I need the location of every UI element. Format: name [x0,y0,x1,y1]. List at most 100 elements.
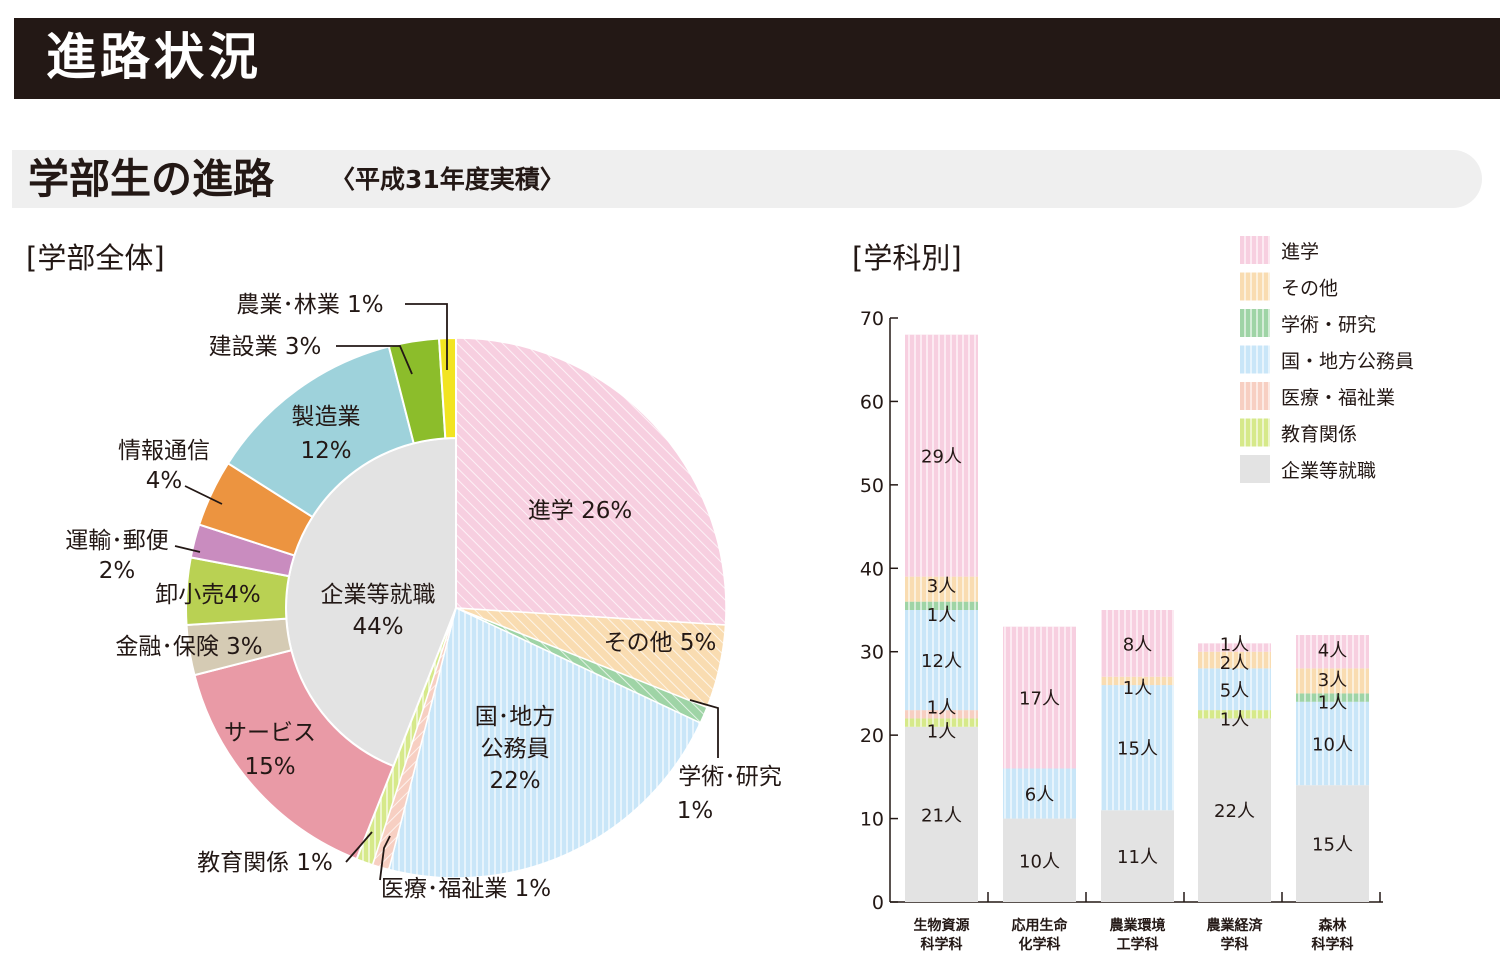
bar-segment-label: 1人 [1318,693,1347,714]
legend-label-その他: その他 [1281,278,1338,300]
bar-hatch-進学 [1003,626,1076,769]
bar-segment-label: 3人 [1318,670,1347,691]
x-category-line: 科学科 [921,936,963,953]
pie-ring-農業-林業 [437,336,457,440]
pie-label-kigyou: 企業等就職 [321,582,436,608]
bar-segment-label: 1人 [927,722,956,743]
legend-label-進学: 進学 [1281,241,1319,263]
leader-kyouiku [345,831,373,863]
y-tick-label: 50 [860,475,884,497]
y-tick-label: 20 [860,725,884,747]
bar-segment-label: 1人 [1220,709,1249,730]
x-category-line: 農業環境 [1110,917,1166,934]
pie-label-kyouiku: 教育関係 1% [197,850,333,876]
legend-swatch-hatch [1240,272,1270,301]
bar-企業等就職 [1198,718,1271,902]
bar-segment-label: 1人 [1220,635,1249,656]
bar-hatch-その他 [905,576,978,602]
bar-hatch-その他 [1101,676,1174,686]
bar-企業等就職 [1003,818,1076,902]
legend-swatch-hatch [1240,236,1270,264]
pie-label-koumuin-pct: 22% [489,768,540,794]
x-category-label: 森林科学科 [1312,917,1354,953]
section-subtitle: 〈平成31年度実積〉 [330,165,565,194]
pie-label-oroshi: 卸小売4% [155,582,261,608]
x-category-line: 生物資源 [914,917,970,934]
legend-swatch-hatch [1240,382,1270,410]
bar-hatch-教育関係 [905,718,978,727]
pie-label-sonota: その他 5% [604,630,717,656]
pie-label-kinyu: 金融･保険 3% [115,634,262,660]
y-tick-label: 10 [860,809,884,831]
bar-segment-label: 1人 [927,697,956,718]
y-tick-label: 0 [872,892,884,914]
x-category-label: 農業経済学科 [1207,917,1264,953]
leader-kensetsu [336,345,413,375]
legend-label-企業等就職: 企業等就職 [1281,460,1376,482]
pie-label-gakujutsu-pct: 1% [677,798,714,824]
pie-slice-hatch-進学 [456,338,726,625]
section-title: 学部生の進路 [28,155,274,203]
pie-label-gakujutsu: 学術･研究 [678,764,782,790]
y-tick-label: 30 [860,642,884,664]
pie-label-seizou-pct: 12% [300,438,351,464]
x-category-line: 応用生命 [1012,917,1069,934]
bar-segment-label: 10人 [1312,734,1353,755]
bar-segment-label: 10人 [1019,851,1060,872]
bar-hatch-教育関係 [1198,710,1271,719]
bar-segment-label: 12人 [921,651,962,672]
bar-hatch-国-地方公務員 [1101,685,1174,811]
legend-swatch-hatch [1240,418,1270,447]
bar-segment-label: 2人 [1220,653,1249,674]
bar-segment-label: 3人 [927,576,956,597]
pie-panel-title: [学部全体] [26,241,165,275]
pie-label-kigyou-pct: 44% [352,614,403,640]
bar-hatch-進学 [1296,635,1369,669]
legend-label-教育関係: 教育関係 [1281,424,1357,446]
pie-label-nougyou: 農業･林業 1% [236,292,383,318]
legend-label-医療-福祉業: 医療・福祉業 [1281,387,1395,409]
bar-segment-label: 22人 [1214,801,1255,822]
bar-segment-label: 5人 [1220,680,1249,701]
bar-segment-label: 4人 [1318,641,1347,662]
x-category-label: 生物資源科学科 [914,917,970,953]
legend-label-国-地方公務員: 国・地方公務員 [1281,351,1414,373]
bar-segment-label: 8人 [1123,634,1152,655]
bar-hatch-進学 [1198,643,1271,652]
leader-jouhou [184,485,223,505]
x-category-line: 工学科 [1117,936,1159,953]
bar-企業等就職 [1296,785,1369,902]
leader-unyu [174,545,201,553]
bar-hatch-医療-福祉業 [905,710,978,719]
pie-label-unyu: 運輸･郵便 [65,528,169,554]
y-tick-label: 70 [860,308,884,330]
x-category-label: 応用生命化学科 [1012,917,1069,953]
bar-hatch-国-地方公務員 [905,610,978,711]
pie-slice-hatch-その他 [456,608,726,708]
x-category-label: 農業環境工学科 [1110,917,1166,953]
page-header: 進路状況 [14,18,1500,99]
bar-hatch-国-地方公務員 [1296,701,1369,786]
x-category-line: 森林 [1319,917,1347,934]
pie-slice-hatch-国-地方公務員 [388,608,701,878]
pie-label-iryou: 医療･福祉業 1% [381,876,551,902]
bar-hatch-その他 [1198,651,1271,669]
pie-label-jouhou-pct: 4% [146,468,183,494]
bar-segment-label: 15人 [1312,835,1353,856]
bar-企業等就職 [905,726,978,902]
pie-label-koumuin-2: 公務員 [481,736,550,762]
bar-hatch-進学 [1101,610,1174,677]
x-category-line: 学科 [1221,936,1249,953]
pie-label-shingaku: 進学 26% [528,498,632,524]
leader-gakujutsu [689,699,719,758]
bar-hatch-国-地方公務員 [1003,768,1076,819]
bar-segment-label: 15人 [1117,739,1158,760]
pie-label-service: サービス [224,720,316,746]
page-title: 進路状況 [46,28,262,86]
bar-企業等就職 [1101,810,1174,902]
y-tick-label: 40 [860,558,884,580]
bar-hatch-その他 [1296,668,1369,694]
y-tick-label: 60 [860,391,884,413]
pie-label-seizou: 製造業 [292,404,361,430]
